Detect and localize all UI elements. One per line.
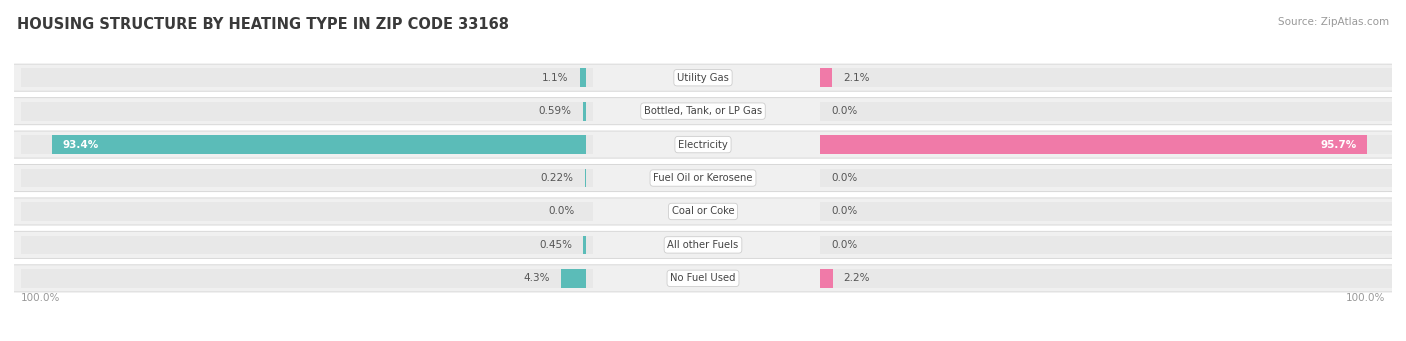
Text: 2.1%: 2.1% [844,73,870,83]
Text: Fuel Oil or Kerosene: Fuel Oil or Kerosene [654,173,752,183]
Text: 0.0%: 0.0% [548,206,575,217]
Text: 0.0%: 0.0% [831,240,858,250]
FancyBboxPatch shape [0,98,1406,125]
Bar [21,269,593,288]
Bar [820,169,1392,188]
FancyBboxPatch shape [0,131,1406,158]
FancyBboxPatch shape [0,231,1406,258]
Bar [579,68,586,87]
Text: 0.45%: 0.45% [540,240,572,250]
Text: 0.0%: 0.0% [831,206,858,217]
Bar [820,135,1392,154]
Text: 100.0%: 100.0% [21,293,60,303]
Text: 2.2%: 2.2% [844,273,870,283]
Text: Source: ZipAtlas.com: Source: ZipAtlas.com [1278,17,1389,27]
Text: Bottled, Tank, or LP Gas: Bottled, Tank, or LP Gas [644,106,762,116]
Text: 0.0%: 0.0% [831,173,858,183]
Bar [820,269,1392,288]
FancyBboxPatch shape [0,64,1406,91]
Text: 4.3%: 4.3% [524,273,550,283]
FancyBboxPatch shape [0,198,1406,225]
Bar [820,236,1392,254]
Text: Electricity: Electricity [678,139,728,150]
Bar [820,269,832,288]
Text: All other Fuels: All other Fuels [668,240,738,250]
Text: 93.4%: 93.4% [63,139,98,150]
Bar [21,102,593,120]
Text: 0.59%: 0.59% [538,106,571,116]
Text: HOUSING STRUCTURE BY HEATING TYPE IN ZIP CODE 33168: HOUSING STRUCTURE BY HEATING TYPE IN ZIP… [17,17,509,32]
Bar [582,102,586,120]
Bar [583,236,586,254]
Text: 0.0%: 0.0% [831,106,858,116]
Bar [21,68,593,87]
Text: 100.0%: 100.0% [1346,293,1385,303]
Text: 95.7%: 95.7% [1320,139,1357,150]
Bar [52,135,586,154]
Text: Coal or Coke: Coal or Coke [672,206,734,217]
Bar [21,236,593,254]
Text: 0.22%: 0.22% [540,173,574,183]
Bar [561,269,586,288]
Bar [21,169,593,188]
Bar [21,135,593,154]
Bar [820,68,1392,87]
Text: No Fuel Used: No Fuel Used [671,273,735,283]
Text: Utility Gas: Utility Gas [678,73,728,83]
Bar [820,68,832,87]
Text: 1.1%: 1.1% [543,73,568,83]
Bar [21,202,593,221]
Bar [820,202,1392,221]
FancyBboxPatch shape [0,164,1406,192]
Bar [820,135,1368,154]
FancyBboxPatch shape [0,265,1406,292]
Bar [820,102,1392,120]
